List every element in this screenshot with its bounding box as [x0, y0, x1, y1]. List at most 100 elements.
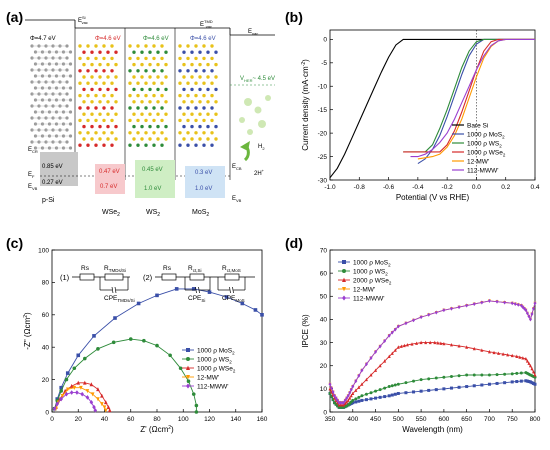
mos2-layer-atom — [190, 87, 194, 92]
data-point — [510, 301, 514, 306]
y-tick-label: 100 — [38, 247, 49, 254]
data-point — [72, 366, 77, 371]
ws2-layer-atom — [144, 81, 148, 85]
data-point — [343, 398, 347, 403]
wse2-layer-atom — [82, 112, 86, 116]
data-point — [364, 377, 368, 382]
mos2-layer-atom — [198, 62, 202, 67]
ws2-layer-atom — [144, 56, 148, 61]
wse2-layer-atom — [98, 50, 102, 54]
svg-text:EVB: EVB — [232, 196, 242, 203]
mos2-layer-atom — [194, 44, 198, 48]
data-point — [354, 400, 358, 404]
svg-text:H2: H2 — [258, 144, 265, 151]
data-point — [351, 391, 355, 395]
legend-label: 1000 ρ WS2 — [197, 357, 232, 365]
si-lattice — [30, 44, 73, 150]
data-point — [328, 382, 332, 387]
data-point — [92, 334, 96, 338]
mos2-layer-atom — [194, 131, 198, 135]
data-point — [364, 362, 368, 367]
ws2-layer-atom — [160, 131, 164, 135]
x-tick-label: 0.2 — [501, 184, 510, 191]
si-atom — [68, 50, 73, 54]
svg-text:WS2: WS2 — [146, 209, 160, 218]
si-atom — [65, 116, 69, 120]
mos2-layer-atom — [206, 87, 210, 92]
data-point — [342, 295, 346, 301]
y-tick-label: 20 — [320, 363, 328, 370]
y-tick-label: 50 — [320, 294, 328, 301]
wse2-layer-atom — [106, 50, 110, 54]
circuit-label: Rs — [163, 265, 172, 272]
ws2-layer-atom — [128, 69, 132, 73]
mos2-layer-atom — [214, 62, 218, 67]
data-point — [501, 352, 505, 356]
si-atom — [65, 128, 69, 132]
data-point — [436, 341, 440, 345]
wse2-layer-atom — [86, 81, 90, 85]
wse2-layer-atom — [114, 112, 118, 116]
mos2-layer-atom — [190, 50, 194, 54]
legend-label: 1000 ρ WS2 — [353, 269, 388, 277]
data-point — [60, 394, 65, 398]
si-atom — [68, 110, 73, 114]
mos2-layer-atom — [186, 118, 190, 123]
ws2-layer-atom — [148, 124, 152, 129]
mos2-layer-atom — [206, 112, 210, 116]
wse2-layer-atom — [114, 100, 118, 104]
wse2-layer-atom — [94, 131, 98, 135]
ws2-layer-atom — [128, 56, 132, 61]
ws2-layer-atom — [144, 44, 148, 48]
panel-d: (d) 350 400 450 500 550 600 650 700 750 800010203… — [285, 235, 541, 434]
data-point — [357, 399, 361, 403]
data-point — [412, 379, 416, 383]
mos2-layer-atom — [194, 118, 198, 123]
ws2-layer-atom — [164, 112, 168, 116]
panel-c: (c) 0 20 40 60 80 100 120 140 160 0 20 40 60 80 100 -Z"… — [6, 235, 268, 434]
mos2-layer-atom — [202, 131, 206, 135]
plot-frame — [329, 249, 536, 413]
legend-label: 1000 ρ MoS2 — [353, 260, 391, 268]
data-point — [533, 301, 537, 306]
data-point — [472, 346, 476, 351]
y-tick-label: -15 — [318, 107, 328, 114]
wse2-layer-atom — [86, 118, 90, 123]
wse2-layer-atom — [78, 81, 82, 85]
mos2-bot-label: 1.0 eV — [195, 186, 212, 192]
mos2-layer-atom — [198, 87, 202, 92]
ws2-layer-atom — [144, 131, 148, 135]
data-point — [369, 397, 373, 401]
data-point — [364, 392, 368, 396]
mos2-layer-atom — [206, 137, 210, 141]
legend-label: 1000 ρ MoS2 — [197, 348, 235, 356]
data-point — [348, 396, 352, 400]
legend-label: 112-MWW' — [197, 384, 228, 391]
mos2-layer-atom — [178, 93, 182, 98]
ws2-layer-atom — [132, 62, 136, 67]
data-point — [515, 380, 519, 384]
panel-a-tag: (a) — [6, 9, 23, 25]
data-point — [79, 385, 83, 390]
data-point — [457, 374, 461, 378]
wse2-layer-atom — [102, 81, 106, 85]
data-point — [328, 386, 332, 391]
wse2-layer-atom — [94, 106, 98, 110]
mos2-layer-atom — [214, 87, 218, 92]
ws2-layer-atom — [132, 87, 136, 92]
data-point — [387, 333, 391, 338]
data-point — [513, 302, 517, 306]
si-bot-label: 0.27 eV — [42, 180, 63, 186]
wse2-layer-atom — [110, 69, 114, 73]
mos2-layer-atom — [198, 124, 202, 129]
ws2-layer-atom — [136, 131, 140, 135]
data-point — [449, 386, 453, 390]
panel-c-tag: (c) — [6, 235, 23, 251]
wse2-layer-atom — [110, 143, 114, 147]
mos2-layer-atom — [214, 100, 218, 104]
data-point — [487, 382, 491, 386]
si-atom — [68, 146, 73, 150]
ws2-layer-atom — [144, 69, 148, 73]
si-atom — [68, 122, 73, 126]
